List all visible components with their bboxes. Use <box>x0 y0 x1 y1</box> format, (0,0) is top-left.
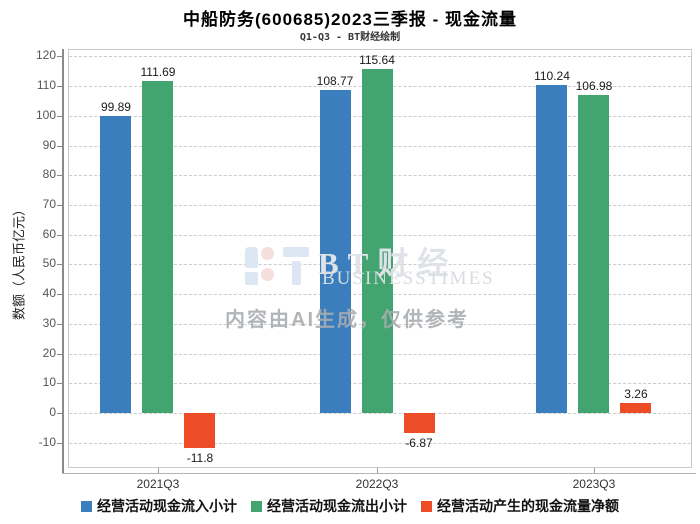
bar-value-label: 115.64 <box>359 53 395 68</box>
bar <box>184 413 216 449</box>
gridline <box>69 413 691 415</box>
bar-value-label: 3.26 <box>624 387 648 402</box>
x-axis-line <box>62 473 696 474</box>
legend-label: 经营活动现金流入小计 <box>97 498 237 514</box>
legend-item[interactable]: 经营活动现金流出小计 <box>251 496 407 516</box>
y-tick-label: 90 <box>42 137 56 152</box>
y-tick-mark <box>57 175 62 177</box>
y-tick-mark <box>57 145 62 147</box>
y-tick-label: 40 <box>42 286 56 301</box>
y-tick-label: -10 <box>38 434 56 449</box>
bar <box>319 89 351 414</box>
x-tick-label: 2023Q3 <box>572 477 616 491</box>
y-tick-mark <box>57 234 62 236</box>
bar-value-label: 110.24 <box>534 69 570 84</box>
bar <box>361 69 393 413</box>
legend-swatch-icon <box>251 500 262 512</box>
bar <box>620 403 652 414</box>
y-tick-label: 20 <box>42 345 56 360</box>
bar-value-label: -11.8 <box>186 451 214 466</box>
y-tick-label: 50 <box>42 256 56 271</box>
legend-label: 经营活动产生的现金流量净额 <box>437 498 619 514</box>
y-tick-mark <box>57 264 62 266</box>
y-tick-mark <box>57 294 62 296</box>
y-tick-mark <box>57 115 62 117</box>
y-tick-mark <box>57 56 62 58</box>
y-tick-label: 30 <box>42 315 56 330</box>
legend-swatch-icon <box>81 500 92 512</box>
y-tick-label: 100 <box>35 107 56 122</box>
bar-value-label: 111.69 <box>140 65 176 80</box>
y-tick-mark <box>57 383 62 385</box>
bar-value-label: 99.89 <box>100 100 131 115</box>
y-tick-label: 60 <box>42 226 56 241</box>
bar-value-label: -6.87 <box>405 436 433 451</box>
bar-value-label: 106.98 <box>575 79 613 94</box>
x-tick-mark <box>157 468 159 473</box>
y-tick-mark <box>57 442 62 444</box>
x-tick-label: 2021Q3 <box>136 477 180 491</box>
gridline <box>69 442 691 444</box>
x-tick-mark <box>593 468 595 473</box>
legend-swatch-icon <box>421 500 432 512</box>
y-tick-label: 120 <box>35 48 56 63</box>
gridline <box>69 56 691 58</box>
bar <box>536 85 568 413</box>
y-tick-label: 80 <box>42 167 56 182</box>
page-title: 中船防务(600685)2023三季报 - 现金流量 <box>183 10 517 29</box>
y-tick-mark <box>57 323 62 325</box>
legend-item[interactable]: 经营活动现金流入小计 <box>81 496 237 516</box>
y-axis-line <box>62 49 64 473</box>
bar <box>403 413 435 434</box>
bar <box>578 95 610 413</box>
page-subtitle: Q1-Q3 - BT财经绘制 <box>299 32 401 43</box>
bar <box>100 116 132 414</box>
y-tick-mark <box>57 86 62 88</box>
legend: 经营活动现金流入小计 经营活动现金流出小计 经营活动产生的现金流量净额 <box>0 496 700 516</box>
y-tick-mark <box>57 413 62 415</box>
bar <box>142 81 174 413</box>
y-tick-label: 110 <box>36 78 56 93</box>
y-tick-mark <box>57 205 62 206</box>
legend-label: 经营活动现金流出小计 <box>267 498 407 514</box>
y-tick-label: 0 <box>49 405 56 420</box>
y-tick-mark <box>57 353 62 355</box>
legend-item[interactable]: 经营活动产生的现金流量净额 <box>421 496 619 516</box>
x-tick-mark <box>377 468 378 473</box>
bar-value-label: 108.77 <box>316 73 354 88</box>
x-tick-label: 2022Q3 <box>355 477 399 491</box>
y-tick-label: 70 <box>42 197 56 211</box>
y-tick-label: 10 <box>42 375 56 390</box>
